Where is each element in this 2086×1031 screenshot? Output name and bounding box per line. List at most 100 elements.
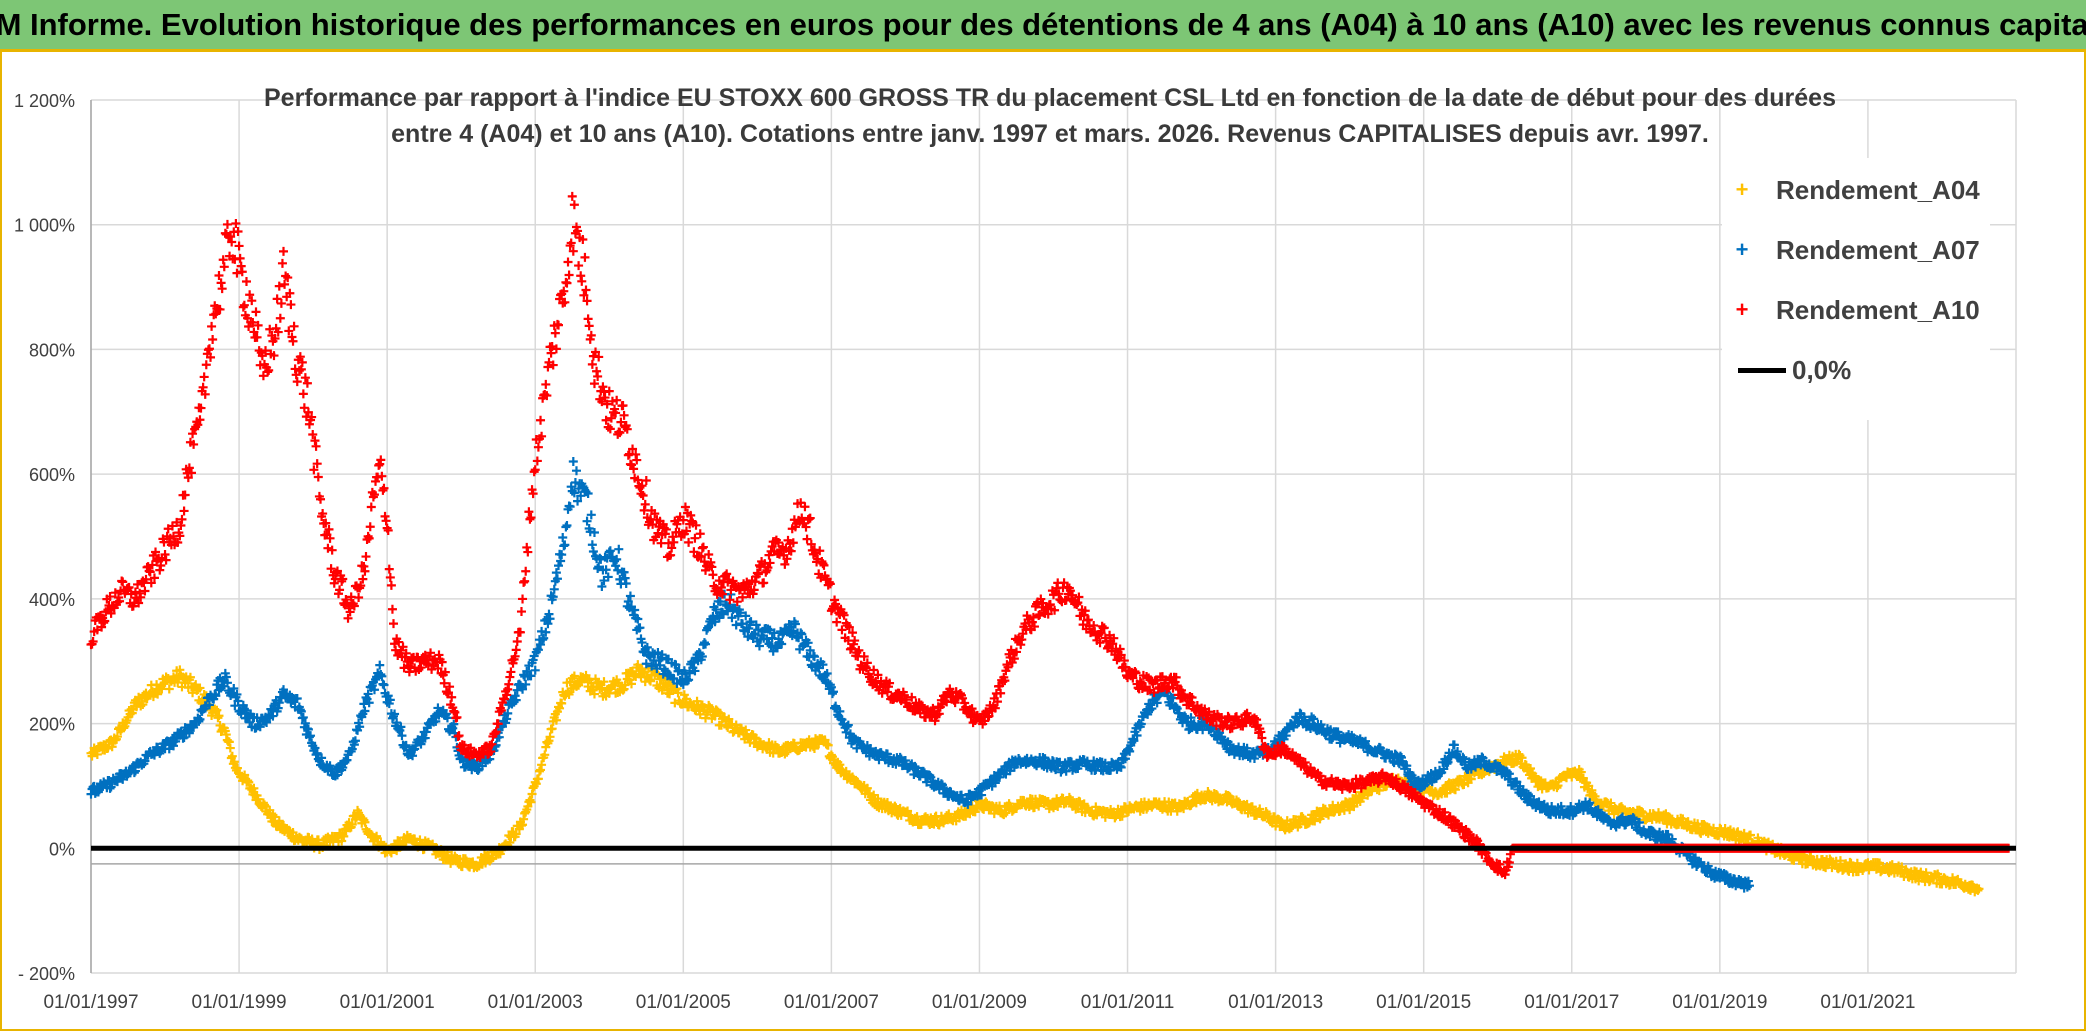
data-point bbox=[584, 321, 594, 331]
data-point bbox=[530, 665, 540, 675]
data-point bbox=[809, 652, 819, 662]
data-point bbox=[589, 527, 599, 537]
data-point bbox=[375, 660, 385, 670]
data-point bbox=[582, 516, 592, 526]
data-point bbox=[612, 554, 622, 564]
x-tick-label: 01/01/2017 bbox=[1524, 992, 1619, 1013]
data-point bbox=[363, 689, 373, 699]
data-point bbox=[1517, 753, 1527, 763]
x-tick-label: 01/01/2021 bbox=[1820, 992, 1915, 1013]
data-point bbox=[265, 805, 275, 815]
data-point bbox=[179, 506, 189, 516]
data-point bbox=[641, 659, 651, 669]
data-point bbox=[545, 732, 555, 742]
data-point bbox=[564, 689, 574, 699]
data-point bbox=[698, 542, 708, 552]
data-point bbox=[279, 246, 288, 256]
data-point bbox=[138, 699, 148, 709]
data-point bbox=[390, 709, 400, 719]
data-point bbox=[277, 258, 287, 268]
data-point bbox=[912, 812, 922, 822]
x-tick-label: 01/01/2001 bbox=[340, 992, 435, 1013]
x-tick-label: 01/01/2003 bbox=[488, 992, 583, 1013]
data-point bbox=[597, 683, 607, 693]
data-point bbox=[759, 578, 769, 588]
data-point bbox=[1526, 763, 1536, 773]
data-point bbox=[360, 706, 370, 716]
data-point bbox=[751, 620, 761, 630]
data-point bbox=[255, 722, 265, 732]
data-point bbox=[708, 570, 718, 580]
data-point bbox=[673, 688, 683, 698]
x-tick-label: 01/01/2011 bbox=[1081, 992, 1175, 1013]
data-point bbox=[536, 415, 546, 425]
data-point bbox=[520, 576, 530, 586]
data-point bbox=[286, 300, 296, 310]
data-point bbox=[549, 584, 559, 594]
data-point bbox=[397, 731, 407, 741]
data-point bbox=[241, 276, 251, 286]
data-point bbox=[312, 748, 322, 758]
data-point bbox=[536, 640, 546, 650]
data-point bbox=[633, 614, 643, 624]
data-point bbox=[630, 605, 640, 615]
data-point bbox=[1578, 773, 1588, 783]
data-point bbox=[300, 373, 310, 383]
data-point bbox=[298, 389, 308, 399]
data-point bbox=[695, 529, 705, 539]
grid-lines bbox=[90, 99, 2017, 974]
data-point bbox=[1875, 858, 1885, 868]
data-point bbox=[541, 627, 551, 637]
data-point bbox=[640, 499, 650, 509]
data-point bbox=[562, 278, 572, 288]
data-point bbox=[365, 522, 375, 532]
data-point bbox=[521, 566, 531, 576]
data-point bbox=[112, 732, 122, 742]
x-tick-label: 01/01/1997 bbox=[43, 992, 138, 1013]
data-point bbox=[805, 645, 815, 655]
tick-labels: - 200%0%200%400%600%800%1 000%1 200%01/0… bbox=[14, 91, 1916, 1013]
data-point bbox=[449, 719, 459, 729]
data-point bbox=[195, 714, 205, 724]
data-point bbox=[366, 502, 376, 512]
y-tick-label: 800% bbox=[29, 340, 75, 360]
x-tick-label: 01/01/2007 bbox=[784, 992, 879, 1013]
data-point bbox=[613, 565, 623, 575]
data-point bbox=[311, 441, 321, 451]
data-point bbox=[208, 334, 218, 344]
chart-frame bbox=[0, 52, 2086, 1031]
page-title: ADAM Informe. Evolution historique des p… bbox=[0, 0, 2086, 52]
data-point bbox=[835, 760, 845, 770]
data-point bbox=[665, 689, 675, 699]
data-point bbox=[569, 200, 579, 210]
data-point bbox=[567, 191, 577, 201]
data-point bbox=[364, 698, 374, 708]
series-Rendement_A04 bbox=[86, 660, 1984, 897]
data-point bbox=[225, 743, 235, 753]
data-point bbox=[558, 533, 568, 543]
data-point bbox=[660, 666, 670, 676]
data-point bbox=[586, 510, 596, 520]
data-point bbox=[354, 593, 364, 603]
data-point bbox=[289, 321, 299, 331]
data-point bbox=[545, 614, 555, 624]
data-point bbox=[401, 740, 411, 750]
data-point bbox=[557, 698, 567, 708]
data-point bbox=[379, 680, 389, 690]
data-point bbox=[511, 645, 521, 655]
data-point bbox=[769, 628, 779, 638]
data-point bbox=[571, 466, 581, 476]
data-point bbox=[369, 685, 379, 695]
data-point bbox=[557, 550, 567, 560]
data-point bbox=[347, 820, 357, 830]
data-point bbox=[589, 689, 599, 699]
data-point bbox=[530, 465, 540, 475]
data-point bbox=[317, 753, 327, 763]
data-point bbox=[1584, 781, 1594, 791]
data-point bbox=[268, 711, 278, 721]
data-point bbox=[735, 608, 745, 618]
data-point bbox=[503, 708, 513, 718]
data-point bbox=[568, 457, 578, 467]
data-point bbox=[818, 660, 828, 670]
data-point bbox=[633, 660, 643, 670]
